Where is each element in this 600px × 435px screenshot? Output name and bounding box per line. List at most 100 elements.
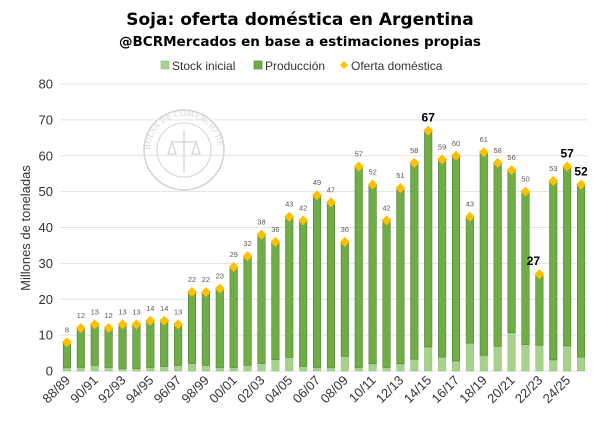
marker-oferta xyxy=(423,125,434,136)
bar-stock-inicial xyxy=(299,366,308,372)
bar-produccion xyxy=(396,187,405,365)
bar-stock-inicial xyxy=(507,332,516,372)
marker-oferta xyxy=(478,147,489,158)
marker-oferta xyxy=(75,322,86,333)
bar-stock-inicial xyxy=(326,367,335,372)
x-tick-label: 02/03 xyxy=(234,373,268,407)
data-label: 42 xyxy=(299,203,307,212)
y-tick-label: 60 xyxy=(39,148,53,163)
data-label: 50 xyxy=(521,175,529,184)
legend: Stock inicial Producción Oferta doméstic… xyxy=(160,59,443,73)
marker-oferta xyxy=(353,161,364,172)
marker-oferta xyxy=(117,319,128,330)
bar-produccion xyxy=(535,273,544,346)
bar-produccion xyxy=(187,291,197,364)
marker-oferta xyxy=(492,157,503,168)
y-axis-ticks: 0 10 20 30 40 50 60 70 80 xyxy=(39,77,53,379)
data-label: 12 xyxy=(77,311,85,320)
bar-produccion xyxy=(563,166,572,347)
marker-oferta xyxy=(103,322,114,333)
bar-produccion xyxy=(299,220,308,367)
marker-oferta xyxy=(89,319,100,330)
x-tick-label: 20/21 xyxy=(484,373,518,407)
y-axis-label: Millones de toneladas xyxy=(18,165,33,291)
x-tick-label: 98/99 xyxy=(178,373,212,407)
legend-label-oferta: Oferta doméstica xyxy=(351,59,443,73)
data-label: 51 xyxy=(396,171,404,180)
bar-produccion xyxy=(90,324,99,366)
bar-produccion xyxy=(76,327,85,368)
bar-produccion xyxy=(368,184,377,365)
marker-oferta xyxy=(187,287,197,298)
marker-oferta xyxy=(381,215,392,226)
marker-oferta xyxy=(534,269,545,280)
marker-oferta xyxy=(298,215,309,226)
bars xyxy=(62,130,586,372)
x-tick-label: 00/01 xyxy=(206,373,240,407)
bar-stock-inicial xyxy=(215,367,224,372)
data-label: 29 xyxy=(230,250,238,259)
bar-stock-inicial xyxy=(313,367,322,372)
bar-stock-inicial xyxy=(465,342,474,372)
marker-oferta xyxy=(284,211,295,222)
data-label: 61 xyxy=(480,135,488,144)
data-label: 32 xyxy=(243,239,251,248)
marker-oferta xyxy=(145,315,156,326)
bar-stock-inicial xyxy=(549,359,558,372)
bar-produccion xyxy=(493,162,502,347)
data-label: 14 xyxy=(146,304,154,313)
data-label: 49 xyxy=(313,178,321,187)
marker-oferta xyxy=(409,157,420,168)
bar-stock-inicial xyxy=(174,365,183,372)
x-tick-label: 06/07 xyxy=(290,373,324,407)
bar-produccion xyxy=(285,216,294,358)
bar-produccion xyxy=(424,130,433,348)
marker-oferta xyxy=(61,337,72,348)
bar-stock-inicial xyxy=(452,360,460,372)
marker-oferta xyxy=(506,165,517,176)
bar-stock-inicial xyxy=(368,363,377,372)
data-label: 58 xyxy=(410,146,418,155)
marker-oferta xyxy=(395,183,406,194)
bar-stock-inicial xyxy=(396,363,405,372)
bar-stock-inicial xyxy=(243,365,252,372)
marker-oferta xyxy=(131,319,142,330)
chart-subtitle: @BCRMercados en base a estimaciones prop… xyxy=(119,34,481,50)
y-tick-label: 40 xyxy=(39,220,53,235)
bar-stock-inicial xyxy=(160,366,169,372)
data-label: 60 xyxy=(452,139,460,148)
bar-produccion xyxy=(549,180,558,361)
data-label: 43 xyxy=(466,200,474,209)
bar-stock-inicial xyxy=(535,344,544,372)
data-label: 58 xyxy=(494,146,502,155)
bar-stock-inicial xyxy=(285,357,294,372)
bar-stock-inicial xyxy=(257,363,266,372)
bar-produccion xyxy=(438,159,447,358)
bar-produccion xyxy=(354,166,363,368)
bar-produccion xyxy=(271,241,280,360)
bar-stock-inicial xyxy=(438,356,447,372)
marker-oferta xyxy=(270,236,281,247)
data-label: 57 xyxy=(355,150,363,159)
marker-oferta xyxy=(228,261,239,272)
x-tick-label: 24/25 xyxy=(540,373,574,407)
bar-stock-inicial xyxy=(229,367,238,372)
marker-oferta xyxy=(464,211,475,222)
x-tick-label: 18/19 xyxy=(456,373,490,407)
marker-oferta xyxy=(325,197,336,208)
bar-produccion xyxy=(104,327,113,368)
x-tick-label: 14/15 xyxy=(401,373,435,407)
marker-oferta xyxy=(562,161,573,172)
bar-stock-inicial xyxy=(354,367,363,372)
marker-oferta xyxy=(214,283,225,294)
x-tick-label: 92/93 xyxy=(95,373,129,407)
bar-produccion xyxy=(382,220,391,368)
data-label: 36 xyxy=(271,225,279,234)
bar-stock-inicial xyxy=(146,367,155,372)
x-tick-label: 90/91 xyxy=(67,373,101,407)
marker-oferta xyxy=(256,229,267,240)
legend-swatch-stock xyxy=(160,60,170,70)
bar-produccion xyxy=(313,194,322,368)
bar-stock-inicial xyxy=(424,346,433,372)
x-tick-label: 10/11 xyxy=(346,373,379,406)
